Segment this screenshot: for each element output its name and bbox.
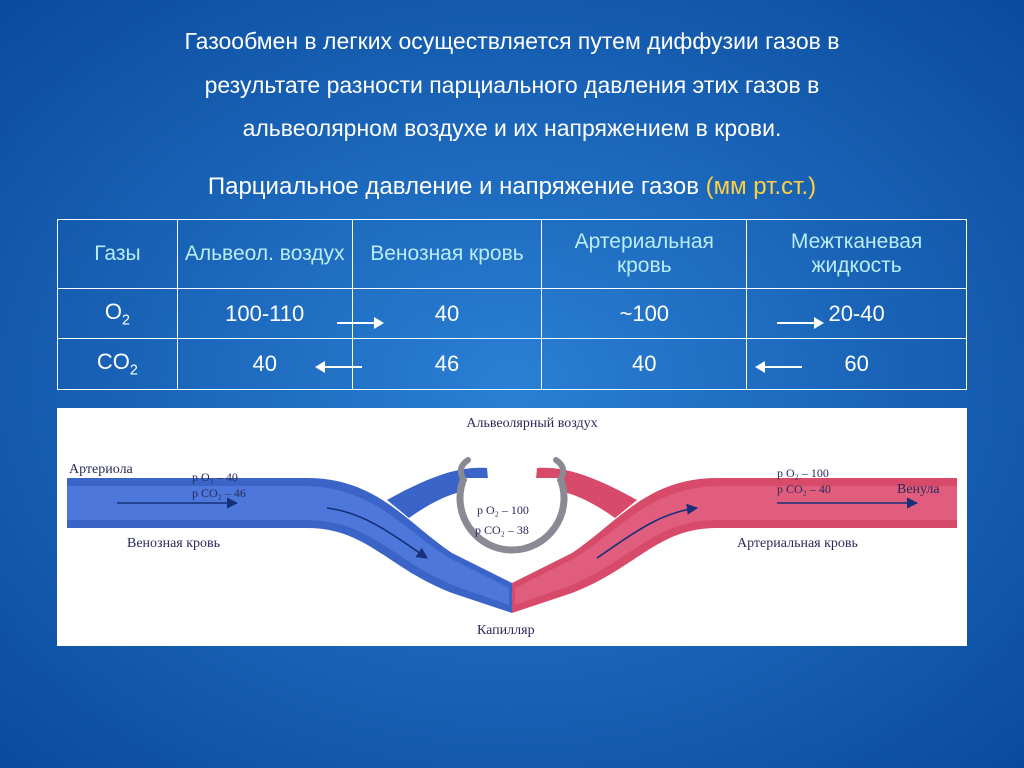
subtitle: Парциальное давление и напряжение газов … (0, 173, 1024, 201)
table-arrow (777, 322, 822, 324)
val-center-pco2: p CO₂ – 38 (475, 523, 529, 538)
table-arrow (757, 366, 802, 368)
val-right-pco2: p CO₂ – 40 (777, 482, 831, 497)
title-block: Газообмен в легких осуществляется путем … (0, 0, 1024, 161)
subtitle-white: Парциальное давление и напряжение газов (208, 173, 706, 200)
pressure-table-wrapper: Газы Альвеол. воздух Венозная кровь Арте… (57, 219, 967, 390)
val-left-pco2: p CO₂ – 46 (192, 486, 246, 501)
gas-exchange-diagram: Альвеолярный воздух p O₂ – 100 p CO₂ – 3… (57, 408, 967, 646)
title-line-2: результате разности парциального давлени… (205, 72, 820, 98)
label-capillary: Капилляр (477, 623, 535, 639)
title-line-3: альвеолярном воздухе и их напряжением в … (243, 115, 782, 141)
label-arteriole: Артериола (69, 462, 133, 478)
val-right-po2: p O₂ – 100 (777, 466, 829, 481)
title-line-1: Газообмен в легких осуществляется путем … (185, 28, 840, 54)
val-left-po2: p O₂ – 40 (192, 470, 238, 485)
label-venous-blood: Венозная кровь (127, 536, 220, 552)
table-arrow (317, 366, 362, 368)
table-arrows (57, 219, 967, 390)
label-alveolar-air: Альвеолярный воздух (462, 416, 602, 432)
label-venule: Венула (897, 482, 940, 498)
label-arterial-blood: Артериальная кровь (737, 536, 858, 552)
table-arrow (337, 322, 382, 324)
val-center-po2: p O₂ – 100 (477, 503, 529, 518)
subtitle-yellow: (мм рт.ст.) (706, 173, 816, 200)
